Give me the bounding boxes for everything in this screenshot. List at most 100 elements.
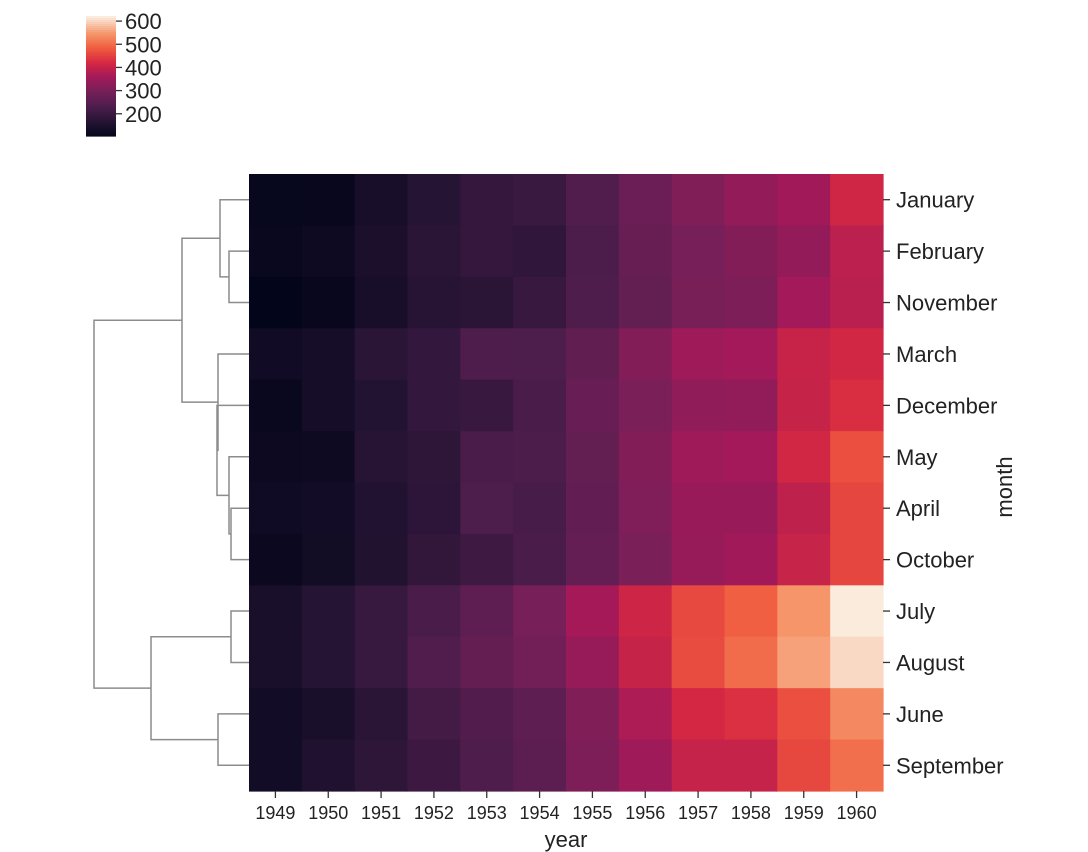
heatmap-cell bbox=[513, 585, 567, 638]
colorbar-segment bbox=[86, 82, 116, 85]
colorbar-tick-label: 300 bbox=[125, 79, 162, 104]
heatmap-cell bbox=[354, 482, 409, 535]
heatmap-cell bbox=[354, 328, 409, 381]
heatmap-cell bbox=[724, 482, 778, 535]
heatmap-cell bbox=[301, 585, 356, 638]
heatmap-cell bbox=[301, 482, 356, 535]
heatmap-cell bbox=[618, 328, 673, 381]
heatmap-cell bbox=[249, 482, 303, 535]
colorbar-segment bbox=[86, 102, 116, 105]
heatmap-cell bbox=[513, 379, 567, 432]
heatmap-cell bbox=[407, 482, 461, 535]
heatmap-cell bbox=[566, 379, 620, 432]
heatmap-cell bbox=[618, 174, 673, 227]
heatmap-cell bbox=[301, 533, 356, 586]
heatmap-cell bbox=[407, 225, 461, 278]
colorbar-segment bbox=[86, 34, 116, 37]
heatmap-cell bbox=[724, 688, 778, 741]
colorbar-segment bbox=[86, 118, 116, 121]
heatmap-cell bbox=[777, 379, 831, 432]
heatmap-cell bbox=[460, 688, 514, 741]
colorbar-tick-label: 500 bbox=[125, 32, 162, 57]
colorbar-segment bbox=[86, 54, 116, 57]
colorbar-segment bbox=[86, 46, 116, 49]
colorbar-segment bbox=[86, 72, 116, 75]
heatmap-cell bbox=[354, 431, 409, 484]
heatmap-cell bbox=[249, 533, 303, 586]
heatmap-cell bbox=[249, 431, 303, 484]
heatmap-cell bbox=[671, 276, 726, 329]
heatmap-cell bbox=[618, 688, 673, 741]
x-tick-label: 1960 bbox=[837, 803, 877, 823]
heatmap-cell bbox=[354, 636, 409, 689]
heatmap-cell bbox=[566, 174, 620, 227]
heatmap-cell bbox=[566, 636, 620, 689]
heatmap-cell bbox=[249, 585, 303, 638]
heatmap-cell bbox=[354, 225, 409, 278]
heatmap-cell bbox=[777, 739, 831, 792]
heatmap-cell bbox=[249, 688, 303, 741]
heatmap-cell bbox=[407, 739, 461, 792]
heatmap-cell bbox=[777, 431, 831, 484]
dendrogram-link bbox=[219, 198, 249, 278]
colorbar-segment bbox=[86, 18, 116, 21]
heatmap-cell bbox=[724, 533, 778, 586]
colorbar-segment bbox=[86, 36, 116, 39]
y-tick-label: July bbox=[896, 599, 935, 624]
heatmap-cell bbox=[830, 533, 884, 586]
heatmap-cell bbox=[671, 379, 726, 432]
heatmap-cell bbox=[513, 739, 567, 792]
heatmap-cell bbox=[460, 585, 514, 638]
heatmap-cell bbox=[513, 225, 567, 278]
x-tick-label: 1959 bbox=[784, 803, 824, 823]
colorbar-segment bbox=[86, 130, 116, 133]
heatmap-cell bbox=[830, 585, 884, 638]
heatmap-cell bbox=[249, 379, 303, 432]
heatmap-cell bbox=[724, 431, 778, 484]
heatmap-cell bbox=[618, 636, 673, 689]
heatmap-cell bbox=[460, 379, 514, 432]
heatmap-cell bbox=[249, 174, 303, 227]
heatmap-cell bbox=[354, 276, 409, 329]
heatmap-cell bbox=[407, 688, 461, 741]
colorbar-segment bbox=[86, 48, 116, 51]
heatmap-cell bbox=[354, 379, 409, 432]
heatmap-cell bbox=[777, 636, 831, 689]
colorbar-segment bbox=[86, 110, 116, 113]
colorbar-tick-label: 400 bbox=[125, 55, 162, 80]
heatmap-cell bbox=[830, 328, 884, 381]
colorbar-segment bbox=[86, 106, 116, 109]
colorbar-segment bbox=[86, 78, 116, 81]
y-tick-label: August bbox=[896, 650, 965, 675]
heatmap-cell bbox=[460, 174, 514, 227]
colorbar-segment bbox=[86, 100, 116, 103]
y-axis-label: month bbox=[992, 456, 1017, 517]
heatmap-cell bbox=[249, 276, 303, 329]
heatmap-cell bbox=[460, 739, 514, 792]
heatmap-grid bbox=[249, 174, 884, 792]
heatmap-cell bbox=[671, 174, 726, 227]
heatmap-cell bbox=[830, 276, 884, 329]
heatmap-cell bbox=[618, 585, 673, 638]
heatmap-cell bbox=[513, 276, 567, 329]
heatmap-cell bbox=[301, 225, 356, 278]
heatmap-cell bbox=[724, 328, 778, 381]
colorbar-segment bbox=[86, 128, 116, 131]
heatmap-cell bbox=[566, 431, 620, 484]
colorbar-segment bbox=[86, 74, 116, 77]
x-tick-label: 1957 bbox=[678, 803, 718, 823]
colorbar-segment bbox=[86, 62, 116, 65]
x-axis-label: year bbox=[545, 827, 588, 852]
heatmap-cell bbox=[830, 174, 884, 227]
heatmap-cell bbox=[724, 585, 778, 638]
heatmap-cell bbox=[301, 276, 356, 329]
heatmap-cell bbox=[671, 431, 726, 484]
heatmap-cell bbox=[354, 688, 409, 741]
colorbar-segment bbox=[86, 76, 116, 79]
dendrogram-link bbox=[181, 237, 220, 403]
colorbar-segment bbox=[86, 20, 116, 23]
y-tick-label: March bbox=[896, 342, 957, 367]
heatmap-cell bbox=[301, 431, 356, 484]
heatmap-cell bbox=[830, 225, 884, 278]
heatmap-cell bbox=[777, 225, 831, 278]
